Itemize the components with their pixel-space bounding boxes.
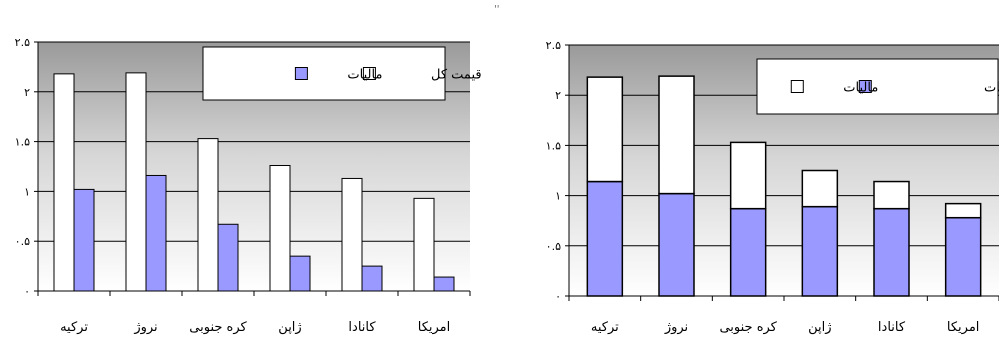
bar [145,174,167,292]
legend-label: مالیات [347,68,382,83]
y-tick-label: ۱.۵ [15,136,30,149]
legend: قیمت قبل از مالیات مالیات [756,58,999,115]
bar [413,197,435,292]
bar-segment [658,192,695,297]
bar [269,165,291,292]
legend-label: قیمت قبل از مالیات [984,81,999,96]
legend-swatch [790,80,804,93]
bar-segment [944,202,982,219]
bar-segment [801,169,839,208]
category-label: ترکیه [591,320,619,335]
legend-box [202,46,446,101]
bar-segment [873,180,910,210]
bar-segment [873,207,910,297]
category-label: کره جنوبی [719,320,777,335]
category-label: ژاپن [278,320,301,335]
bar-segment [586,76,624,183]
bar-segment [729,207,767,297]
y-tick-label: ۱.۵ [546,139,561,152]
legend-label: قیمت کل [431,68,482,83]
bar [53,73,75,292]
legend-swatch [294,67,308,80]
legend-label: مالیات [843,81,878,96]
category-label: نروژ [664,320,688,335]
top-marker-text: '' [494,4,500,15]
legend: قیمت کل مالیات [202,46,482,101]
y-tick-label: ۰.۵ [546,240,561,253]
bar [197,138,219,292]
category-label: امریکا [418,320,451,335]
category-label: کانادا [348,320,376,335]
y-tick-label: ۲.۵ [15,36,30,49]
chart-right-stacked: ۰ ۰.۵ ۱ ۱.۵ ۲ ۲.۵ ترکیه نروژ کره جنوبی ژاپن کانادا… [546,39,999,335]
bar [217,223,239,292]
bar [125,72,147,292]
y-tick-label: ۲ [24,86,30,99]
y-tick-label: ۱ [555,190,561,203]
category-label: کره جنوبی [189,320,247,335]
y-tick-label: ۱ [24,185,30,198]
y-tick-label: ۲ [555,89,561,102]
category-label: نروژ [133,320,157,335]
legend-swatch [362,67,376,80]
bar-segment [658,75,695,195]
legend-swatch [858,80,872,93]
category-label: ترکیه [60,320,88,335]
bar-segment [801,205,839,297]
y-tick-label: ۲.۵ [546,39,561,52]
y-tick-label: ۰ [24,285,30,298]
category-label: ژاپن [808,320,831,335]
category-label: امریکا [947,320,980,335]
y-tick-label: ۰.۵ [15,235,30,248]
bar [289,255,311,292]
bar [433,276,455,292]
y-tick-label: ۰ [555,290,561,303]
bar [73,188,95,292]
bar [341,177,363,292]
bar-segment [586,180,624,297]
bar-segment [944,216,982,297]
category-label: کانادا [878,320,906,335]
chart-left-grouped: ۰ ۰.۵ ۱ ۱.۵ ۲ ۲.۵ ترکیه نروژ کره جنوبی ژاپن کانادا… [15,36,482,335]
bar [361,265,383,292]
bar-segment [729,141,767,210]
